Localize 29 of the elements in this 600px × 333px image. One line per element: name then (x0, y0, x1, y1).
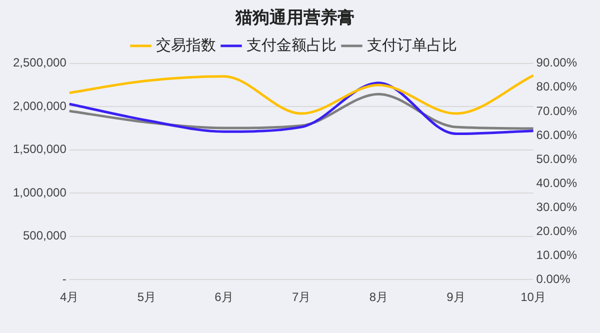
line-series (68, 82, 535, 136)
x-tick-label: 9月 (446, 290, 466, 304)
legend-label: 交易指数 (156, 37, 216, 54)
y-tick-label: 2,000,000 (12, 98, 67, 113)
x-tick-label: 10月 (520, 290, 546, 304)
chart-title: 猫狗通用营养膏 (234, 8, 354, 27)
legend-label: 支付订单占比 (366, 37, 457, 54)
x-tick-label: 8月 (369, 290, 388, 304)
x-tick-label: 7月 (292, 290, 311, 304)
line-series (68, 74, 535, 115)
y2-tick-label: 10.00% (536, 248, 578, 262)
x-tick-label: 5月 (137, 290, 156, 304)
y2-tick-label: 80.00% (536, 80, 578, 94)
y2-tick-label: 0.00% (536, 272, 571, 286)
y2-tick-label: 90.00% (536, 56, 578, 70)
y2-tick-label: 60.00% (536, 128, 578, 142)
y-tick-label: 1,500,000 (12, 142, 67, 156)
y2-tick-label: 30.00% (536, 200, 578, 214)
legend-label: 支付金额占比 (246, 37, 336, 54)
y2-tick-label: 40.00% (536, 176, 578, 190)
y2-tick-label: 20.00% (536, 224, 578, 238)
x-tick-label: 4月 (60, 290, 79, 304)
y2-tick-label: 70.00% (536, 104, 578, 118)
y-tick-label: 2,500,000 (12, 56, 67, 70)
y-tick-label: - (62, 272, 66, 286)
y-tick-label: 1,000,000 (12, 185, 67, 200)
x-tick-label: 6月 (214, 290, 234, 304)
y-tick-label: 500,000 (22, 228, 67, 243)
y2-tick-label: 50.00% (536, 152, 578, 166)
